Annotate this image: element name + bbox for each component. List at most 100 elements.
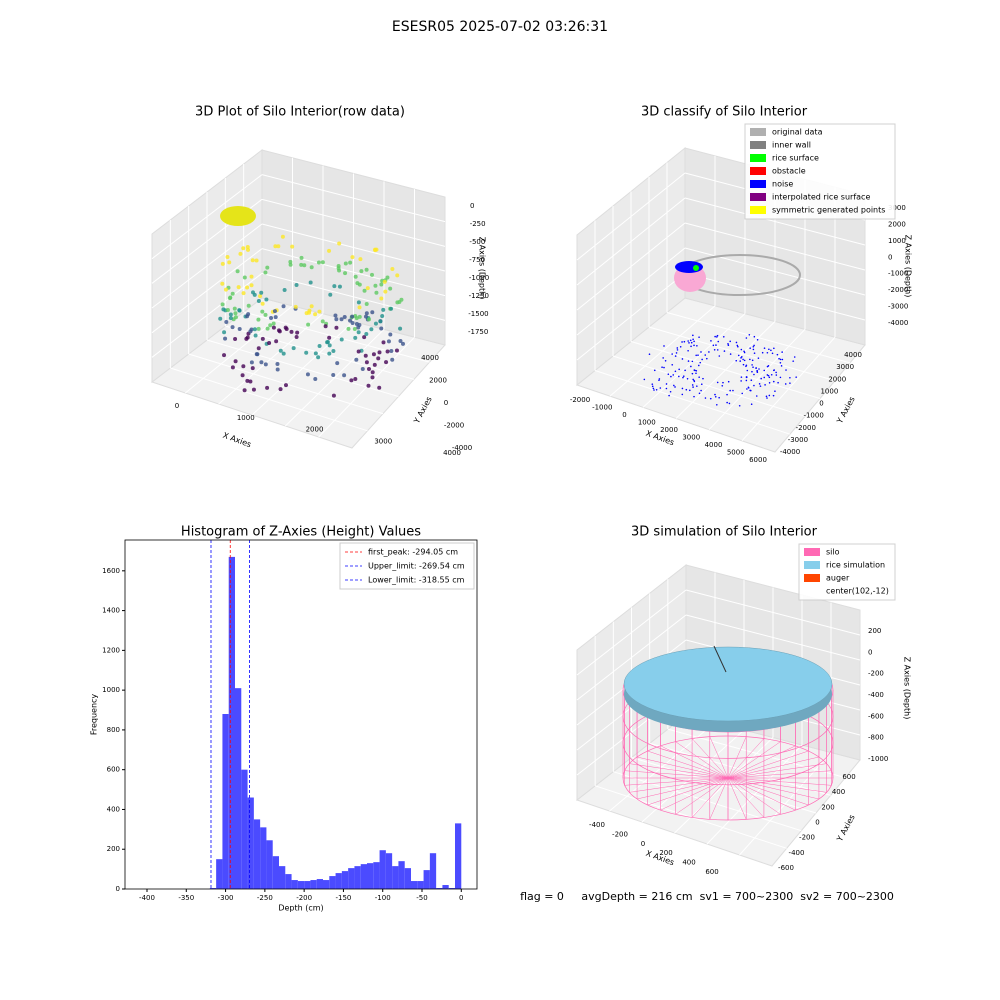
point-cloud-decor: [366, 317, 371, 322]
point-cloud-decor: [230, 365, 235, 370]
point-cloud-decor: [278, 348, 283, 353]
z-tick-label: 2000: [888, 220, 906, 228]
point-cloud-decor: [268, 323, 273, 328]
histogram-bar: [253, 819, 261, 889]
point-cloud-decor: [280, 234, 285, 239]
z-tick-label: 200: [868, 627, 881, 635]
point-cloud-decor: [278, 387, 283, 392]
x-tick-label: -200: [612, 830, 628, 838]
x-tick-label: -300: [218, 894, 234, 902]
z-tick-label: 3000: [888, 204, 906, 212]
point-cloud-decor: [264, 297, 269, 302]
y-tick-label: 1000: [102, 686, 120, 694]
y-tick-label: -2000: [444, 422, 464, 430]
point-cloud-decor: [750, 403, 753, 406]
point-cloud-decor: [350, 314, 355, 319]
legend-label: Lower_limit: -318.55 cm: [368, 576, 465, 585]
point-cloud-decor: [291, 346, 296, 351]
x-tick-label: 3000: [682, 434, 700, 442]
point-cloud-decor: [789, 382, 791, 384]
point-cloud-decor: [235, 269, 240, 274]
point-cloud-decor: [365, 286, 370, 291]
point-cloud-decor: [673, 384, 675, 387]
histogram-bar: [291, 880, 298, 889]
point-cloud-decor: [751, 370, 753, 373]
point-cloud-decor: [718, 396, 720, 399]
point-cloud-decor: [354, 357, 359, 362]
point-cloud-decor: [263, 312, 268, 317]
histogram-bar: [429, 853, 437, 889]
point-cloud-decor: [701, 358, 703, 361]
legend-box: [744, 123, 896, 220]
point-cloud-decor: [678, 375, 680, 378]
histogram-bar: [260, 827, 267, 889]
point-cloud-decor: [773, 369, 776, 371]
point-cloud-decor: [683, 340, 686, 343]
histogram-bar: [285, 874, 292, 889]
point-cloud-decor: [695, 369, 698, 372]
point-cloud-decor: [689, 339, 692, 342]
point-cloud-decor: [676, 347, 679, 349]
histogram-bar: [404, 868, 411, 889]
point-cloud-decor: [249, 360, 254, 365]
point-cloud-decor: [758, 383, 761, 385]
z-tick-label: -800: [868, 734, 884, 742]
point-cloud-decor: [263, 362, 268, 367]
point-cloud-decor: [248, 379, 253, 384]
point-cloud-decor: [665, 387, 668, 390]
point-cloud-decor: [699, 361, 702, 364]
point-cloud-decor: [780, 365, 783, 367]
point-cloud-decor: [250, 258, 255, 263]
point-cloud-decor: [233, 359, 238, 364]
point-cloud-decor: [674, 370, 677, 373]
point-cloud-decor: [663, 366, 665, 369]
x-tick-label: 4000: [705, 441, 723, 449]
point-cloud-decor: [682, 375, 685, 377]
point-cloud-decor: [246, 312, 251, 317]
y-tick-label: 800: [107, 726, 120, 734]
point-cloud-decor: [283, 325, 288, 330]
point-cloud-decor: [220, 281, 225, 286]
point-cloud-decor: [256, 298, 261, 303]
point-cloud-decor: [362, 335, 367, 340]
histogram-bar: [385, 853, 393, 889]
point-cloud-decor: [775, 374, 778, 376]
point-cloud-decor: [659, 387, 662, 389]
point-cloud-decor: [717, 340, 720, 343]
point-cloud-decor: [716, 381, 719, 384]
point-cloud-decor: [652, 387, 655, 390]
point-cloud-decor: [763, 347, 766, 349]
x-tick-label: 2000: [660, 426, 678, 434]
pane-grid: [576, 589, 687, 676]
point-cloud-decor: [245, 378, 250, 383]
point-cloud-decor: [334, 325, 339, 330]
point-cloud-decor: [395, 273, 400, 278]
point-cloud-decor: [664, 359, 667, 362]
point-cloud-decor: [328, 292, 333, 297]
point-cloud-decor: [697, 354, 699, 356]
point-cloud-decor: [721, 384, 724, 387]
point-cloud-decor: [756, 371, 759, 374]
point-cloud-decor: [740, 380, 742, 382]
point-cloud-decor: [751, 364, 753, 366]
point-cloud-decor: [327, 248, 332, 253]
z-tick-label: -1750: [468, 328, 488, 336]
point-cloud-decor: [674, 355, 677, 357]
point-cloud-decor: [254, 258, 259, 263]
point-cloud-decor: [232, 306, 237, 311]
point-cloud-decor: [379, 326, 384, 331]
point-cloud-decor: [364, 302, 369, 307]
point-cloud-decor: [342, 315, 347, 320]
point-cloud-decor: [343, 271, 348, 276]
silo-wire: [727, 777, 781, 815]
point-cloud-decor: [770, 373, 773, 376]
point-cloud-decor: [249, 274, 254, 279]
point-cloud-decor: [793, 356, 796, 358]
point-cloud-decor: [768, 382, 771, 384]
point-cloud-decor: [779, 376, 782, 379]
point-cloud-decor: [309, 304, 314, 309]
point-cloud-decor: [740, 376, 743, 378]
point-cloud-decor: [741, 392, 744, 395]
point-cloud-decor: [385, 275, 390, 280]
